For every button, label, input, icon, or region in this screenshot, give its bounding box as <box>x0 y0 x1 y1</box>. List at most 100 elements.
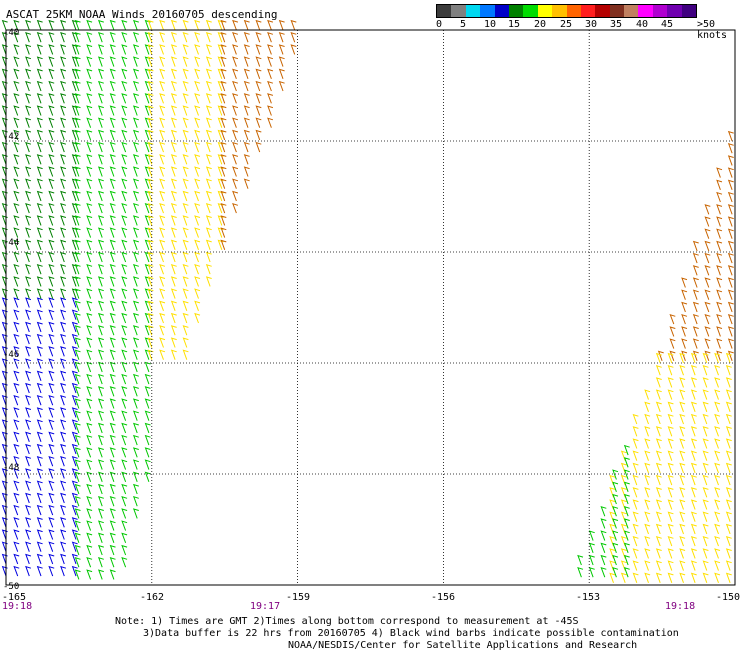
wind-barb <box>1 553 8 565</box>
wind-barb <box>725 365 732 376</box>
wind-barb <box>690 474 697 486</box>
wind-barb <box>679 474 686 486</box>
wind-barb <box>681 326 688 337</box>
wind-barb <box>48 468 55 479</box>
wind-barb <box>725 352 732 364</box>
wind-barb <box>667 438 674 449</box>
wind-barb <box>727 301 734 313</box>
wind-barb <box>36 251 43 263</box>
wind-barb <box>655 560 662 571</box>
wind-barb <box>74 190 81 202</box>
wind-barb <box>121 325 128 336</box>
wind-barb <box>25 19 32 31</box>
wind-barb <box>132 32 139 43</box>
wind-barb <box>97 471 104 482</box>
wind-barb <box>144 459 151 470</box>
wind-barb <box>132 459 139 470</box>
wind-barb <box>97 447 104 458</box>
wind-barb <box>1 251 8 263</box>
wind-barb <box>36 117 43 128</box>
wind-barb <box>48 419 55 430</box>
wind-barb <box>620 450 627 461</box>
wind-barb <box>121 410 128 421</box>
wind-barb <box>692 350 699 361</box>
wind-barb <box>97 56 104 67</box>
wind-barb <box>13 517 20 528</box>
wind-barb <box>170 203 177 214</box>
wind-barb <box>205 178 212 189</box>
wind-barb <box>716 277 723 288</box>
wind-barb <box>60 517 67 528</box>
wind-barb <box>13 333 20 345</box>
wind-barb <box>704 314 711 325</box>
wind-barb <box>725 499 732 510</box>
wind-barb <box>13 504 20 516</box>
wind-barb <box>71 504 78 516</box>
wind-barb <box>620 511 627 522</box>
wind-barb <box>182 56 189 67</box>
wind-barb <box>13 382 20 394</box>
wind-barb <box>612 506 619 517</box>
wind-barb <box>97 544 104 556</box>
wind-barb <box>48 480 55 491</box>
note-line-1: Note: 1) Times are GMT 2)Times along bot… <box>115 616 579 627</box>
wind-barb <box>144 471 151 482</box>
wind-barb <box>243 44 250 55</box>
wind-barb <box>716 265 723 276</box>
wind-barb <box>25 565 32 577</box>
legend-swatch <box>667 5 682 17</box>
wind-barb <box>667 548 674 559</box>
wind-barb <box>74 239 81 250</box>
wind-barb <box>121 544 128 556</box>
wind-barb <box>147 190 154 202</box>
wind-barb <box>48 32 55 43</box>
legend-swatch <box>552 5 567 17</box>
wind-barb <box>232 19 239 31</box>
wind-barb <box>48 141 55 153</box>
legend-swatch <box>566 5 581 17</box>
wind-barb <box>132 80 139 92</box>
wind-barb <box>36 105 43 116</box>
wind-barb <box>159 276 166 287</box>
wind-barb <box>74 215 81 226</box>
wind-barb <box>714 548 721 559</box>
wind-barb <box>655 523 662 535</box>
wind-barb <box>170 44 177 55</box>
wind-barb <box>725 426 732 437</box>
wind-barb <box>74 496 81 507</box>
wind-barb <box>194 239 201 250</box>
wind-barb <box>86 178 93 189</box>
wind-barb <box>36 44 43 55</box>
wind-barb <box>632 548 639 559</box>
wind-barb <box>109 557 116 568</box>
wind-barb <box>25 504 32 516</box>
wind-barb <box>25 419 32 430</box>
wind-barb <box>86 459 93 470</box>
wind-barb <box>704 289 711 300</box>
wind-barb <box>121 178 128 189</box>
wind-barb <box>714 487 721 498</box>
wind-barb <box>25 239 32 250</box>
wind-barb <box>36 68 43 79</box>
wind-barb <box>577 567 584 578</box>
wind-barb <box>147 337 154 348</box>
wind-barb <box>716 204 723 215</box>
wind-barb <box>182 227 189 238</box>
wind-barb <box>220 68 227 79</box>
wind-barb <box>121 422 128 434</box>
wind-barb <box>159 105 166 116</box>
wind-barb <box>170 337 177 348</box>
wind-barb <box>290 32 297 43</box>
wind-barb <box>147 44 154 55</box>
wind-barb <box>692 326 699 337</box>
wind-barb <box>1 407 8 418</box>
wind-barb <box>121 557 128 568</box>
wind-barb <box>714 450 721 461</box>
wind-barb <box>13 468 20 479</box>
wind-barb <box>71 456 78 467</box>
legend-label: 0 <box>435 19 443 30</box>
wind-barb <box>97 557 104 568</box>
wind-barb <box>25 370 32 381</box>
wind-barb <box>13 431 20 442</box>
wind-barb <box>48 276 55 287</box>
